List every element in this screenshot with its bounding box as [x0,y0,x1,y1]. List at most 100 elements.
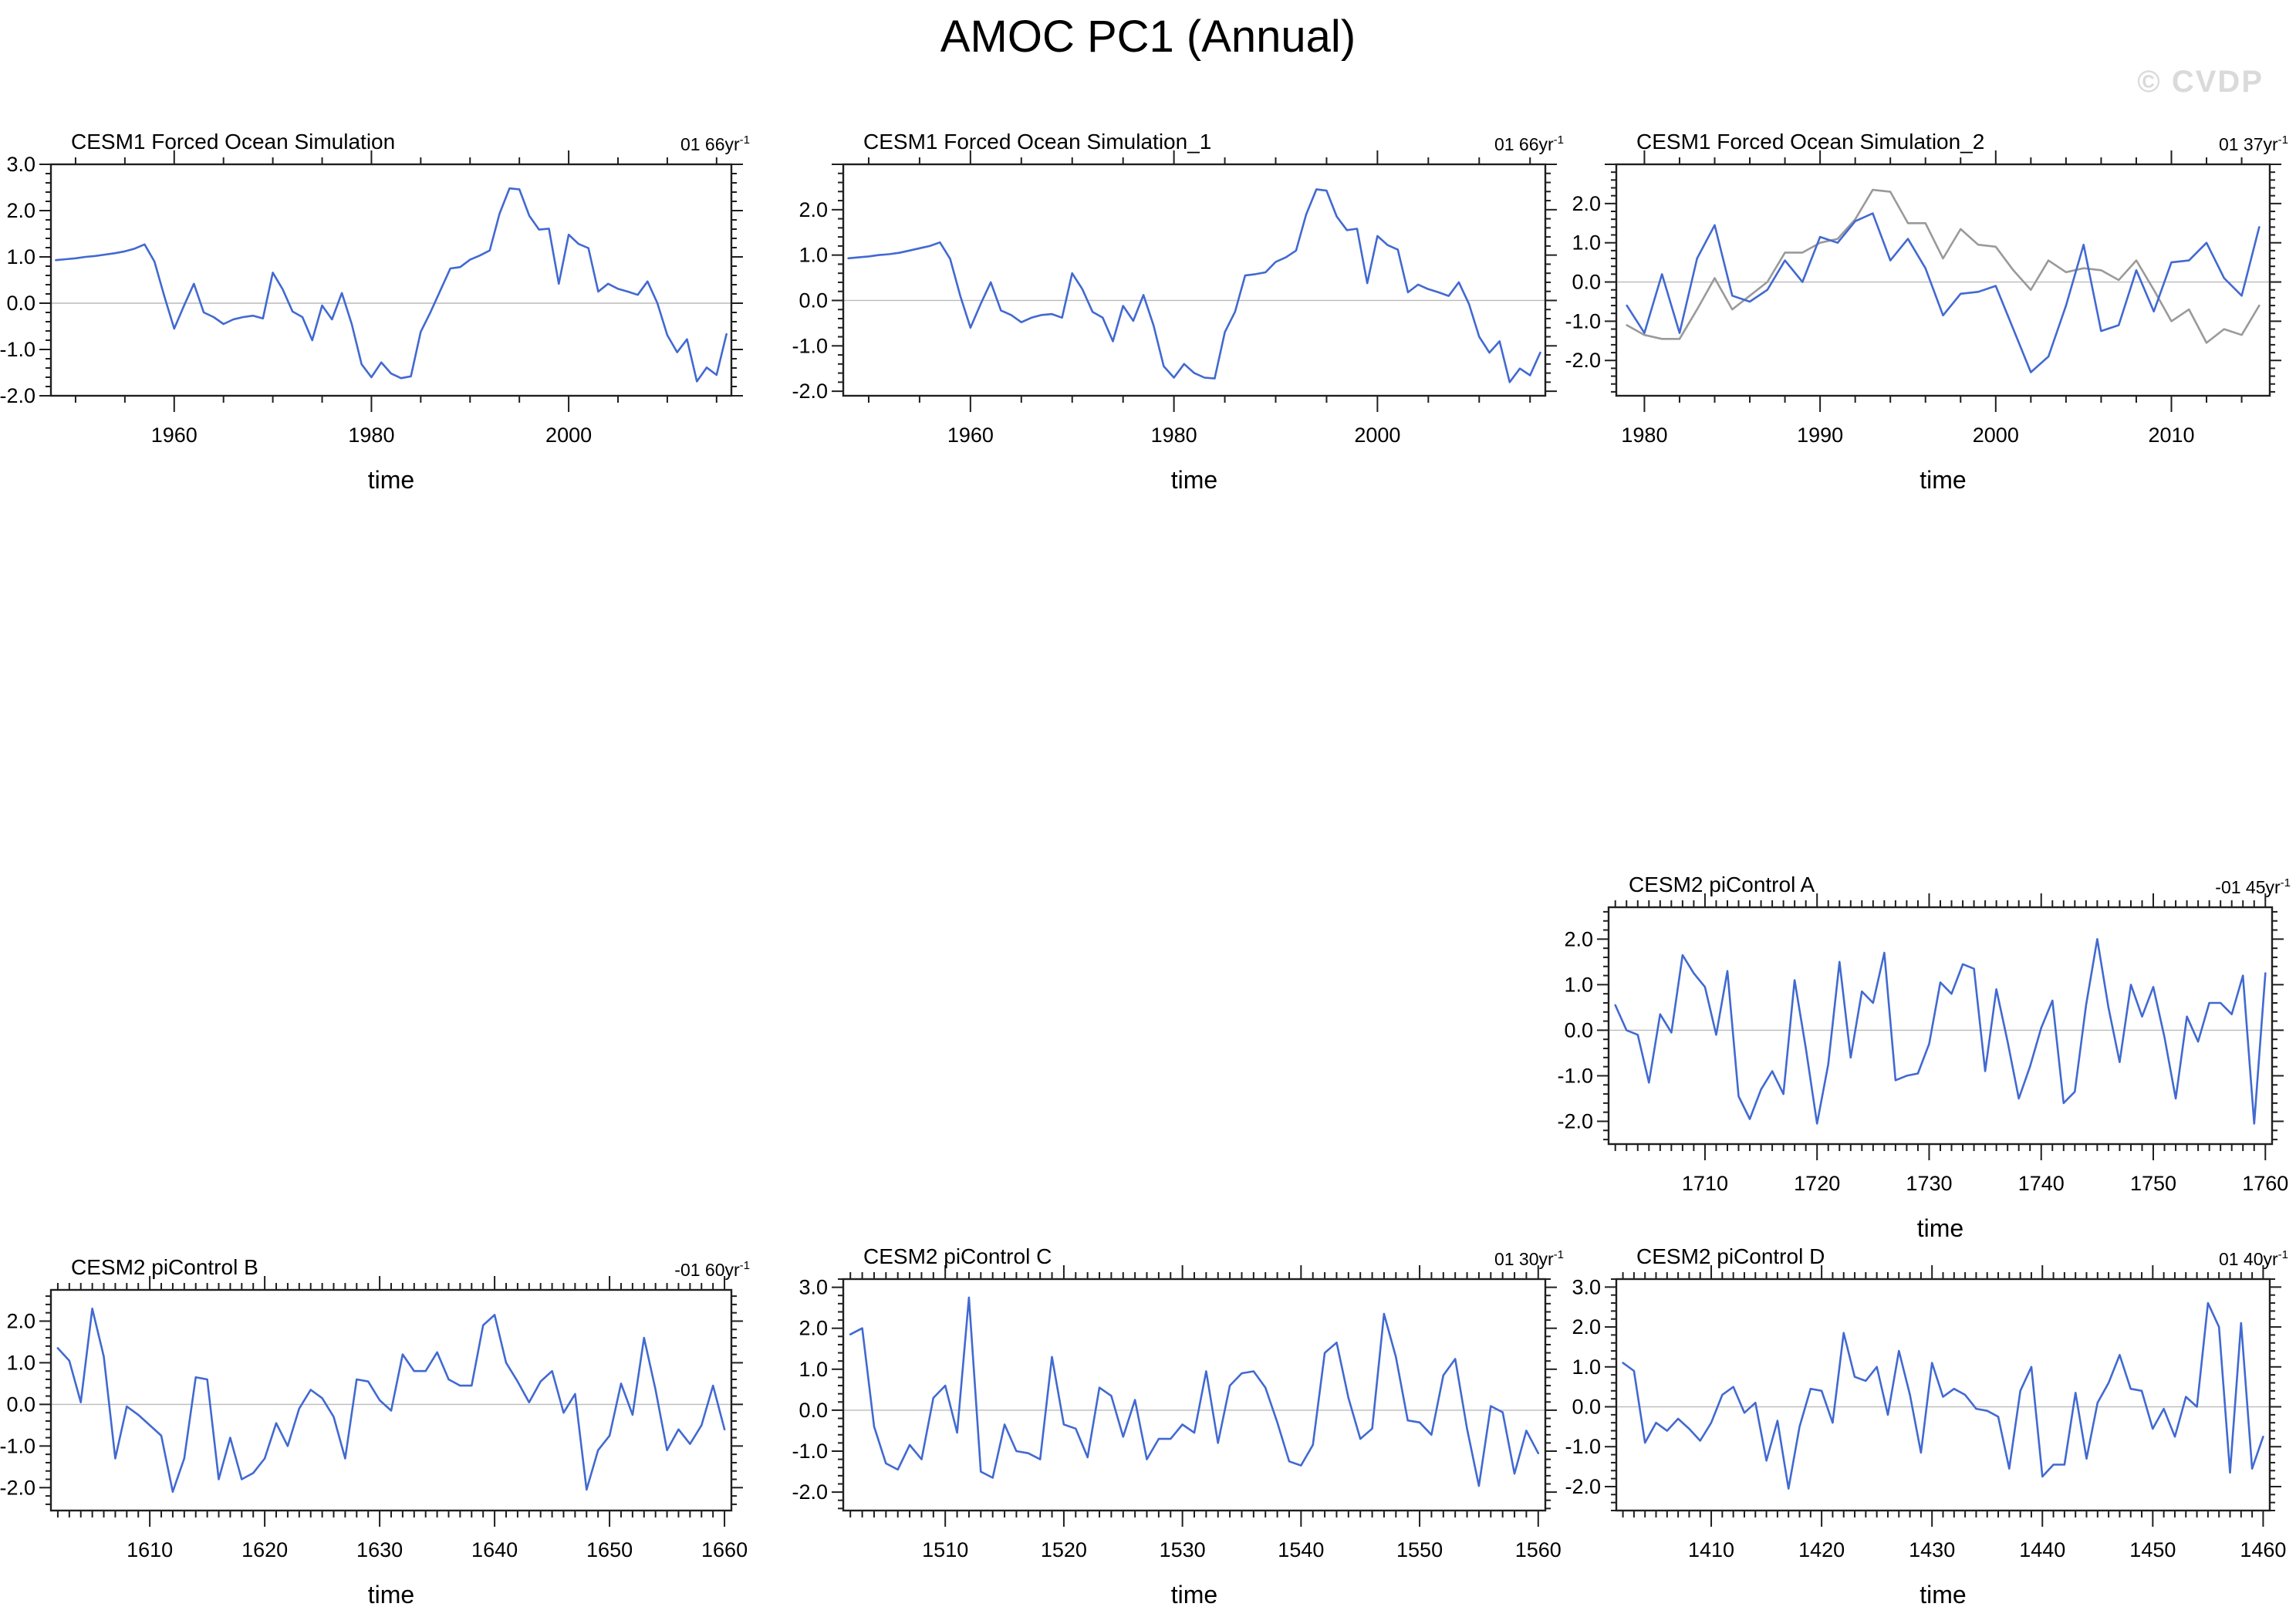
x-tick-label: 1430 [1909,1538,1955,1561]
x-tick-label: 1530 [1160,1538,1206,1561]
x-tick-label: 1720 [1794,1172,1840,1195]
series-reference [1626,188,2261,344]
x-tick-label: 1960 [151,424,198,447]
y-tick-label: 0.0 [799,1399,828,1422]
x-tick-label: 1640 [471,1538,518,1561]
series-pc1 [1622,1301,2264,1490]
x-tick-label: 1510 [922,1538,968,1561]
panel-title: CESM2 piControl A [1629,873,1815,896]
series-pc1 [1626,212,2261,373]
y-tick-label: 0.0 [1564,1018,1593,1041]
plot-frame [1615,163,2271,397]
panel-picontrol-c: 1510 1520 1530 1540 1550 1560 3.0 2.0 1.0 0.0 -1.0… [792,1244,1564,1609]
y-tick-label: 3.0 [6,153,35,176]
y-tick-label: 1.0 [6,245,35,268]
y-tick-label: 1.0 [799,244,828,267]
y-tick-label: 0.0 [799,289,828,312]
y-tick-label: 0.0 [6,292,35,315]
axis-ticks [832,1265,1557,1527]
x-tick-label: 1560 [1515,1538,1562,1561]
x-axis-title: time [368,466,414,494]
x-tick-label: 1440 [2019,1538,2065,1561]
panel-annotation: 01 30yr-1 [1494,1248,1564,1269]
y-tick-label: 2.0 [1572,1315,1601,1338]
series-pc1 [847,188,1541,383]
x-tick-label: 1980 [1151,424,1197,447]
series-pc1 [1614,938,2267,1125]
x-tick-label: 2000 [545,424,592,447]
y-tick-label: -1.0 [0,1434,35,1457]
y-tick-label: 0.0 [1572,1396,1601,1419]
x-tick-label: 1450 [2129,1538,2176,1561]
axis-ticks [832,150,1557,412]
x-tick-label: 1760 [2242,1172,2288,1195]
y-tick-label: -1.0 [792,1440,828,1463]
y-tick-label: 3.0 [799,1276,828,1299]
x-tick-label: 1980 [348,424,394,447]
x-tick-label: 1410 [1688,1538,1734,1561]
y-tick-label: -2.0 [0,1476,35,1499]
panel-annotation: 01 40yr-1 [2219,1248,2288,1269]
panel-title: CESM2 piControl D [1636,1244,1825,1268]
panel-picontrol-d: 1410 1420 1430 1440 1450 1460 3.0 2.0 1.0 0.0 -1.0… [1565,1244,2288,1609]
y-tick-label: 2.0 [6,1309,35,1332]
panel-picontrol-a: 1710 1720 1730 1740 1750 1760 2.0 1.0 0.0 -1.0 -2.… [1557,873,2291,1242]
y-tick-label: 2.0 [799,198,828,221]
x-tick-label: 1730 [1906,1172,1952,1195]
y-tick-label: -1.0 [1557,1064,1593,1087]
y-tick-label: -2.0 [792,380,828,403]
panel-title: CESM1 Forced Ocean Simulation_1 [863,130,1211,154]
x-axis-title: time [1171,466,1217,494]
plot-frame [49,163,733,397]
x-tick-label: 1990 [1797,424,1843,447]
y-tick-label: 1.0 [1564,973,1593,996]
panel-picontrol-b: 1610 1620 1630 1640 1650 1660 2.0 1.0 0.0 -1.0 -2.… [0,1255,750,1609]
y-tick-label: -1.0 [1565,1435,1601,1458]
plot-frame [842,163,1547,397]
x-tick-label: 1660 [701,1538,748,1561]
panel-annotation: -01 60yr-1 [674,1259,750,1280]
panel-title: CESM2 piControl C [863,1244,1052,1268]
series-pc1 [56,1308,726,1493]
panel-annotation: 01 37yr-1 [2219,133,2288,154]
y-tick-label: 1.0 [1572,1355,1601,1379]
x-tick-label: 1980 [1621,424,1667,447]
panel-fosi1: 1960 1980 2000 2.0 1.0 0.0 -1.0 -2.0 time CESM1 F… [792,130,1564,494]
y-tick-label: 3.0 [1572,1275,1601,1298]
x-tick-label: 1420 [1798,1538,1845,1561]
y-tick-label: 1.0 [6,1351,35,1374]
x-tick-label: 1650 [586,1538,633,1561]
y-tick-label: -1.0 [1565,309,1601,333]
y-tick-label: 0.0 [1572,271,1601,294]
x-tick-label: 1460 [2240,1538,2286,1561]
figure-title: AMOC PC1 (Annual) [940,12,1356,62]
x-tick-label: 1540 [1278,1538,1324,1561]
y-tick-label: -2.0 [1557,1109,1593,1133]
y-tick-label: -2.0 [792,1480,828,1504]
axis-ticks [1605,1265,2281,1527]
x-tick-label: 2000 [1354,424,1400,447]
x-axis-title: time [1171,1581,1217,1609]
y-tick-label: 1.0 [1572,231,1601,255]
series-pc1 [849,1296,1540,1487]
y-tick-label: -2.0 [1565,1475,1601,1498]
cvdp-watermark: © CVDP [2137,65,2264,99]
x-tick-label: 2000 [1973,424,2019,447]
x-tick-label: 1710 [1682,1172,1728,1195]
axis-ticks [1597,893,2284,1160]
y-tick-label: 2.0 [1572,192,1601,215]
x-axis-title: time [368,1581,414,1609]
panel-annotation: 01 66yr-1 [1494,133,1564,154]
y-tick-label: -1.0 [0,338,35,361]
y-tick-label: 1.0 [799,1358,828,1381]
x-tick-label: 1620 [241,1538,288,1561]
panel-annotation: -01 45yr-1 [2215,876,2291,897]
x-tick-label: 1610 [127,1538,173,1561]
axis-ticks [39,1276,743,1527]
plot-frame [49,1288,733,1512]
x-tick-label: 1750 [2130,1172,2176,1195]
axis-ticks [1605,150,2281,412]
panel-annotation: 01 66yr-1 [680,133,750,154]
